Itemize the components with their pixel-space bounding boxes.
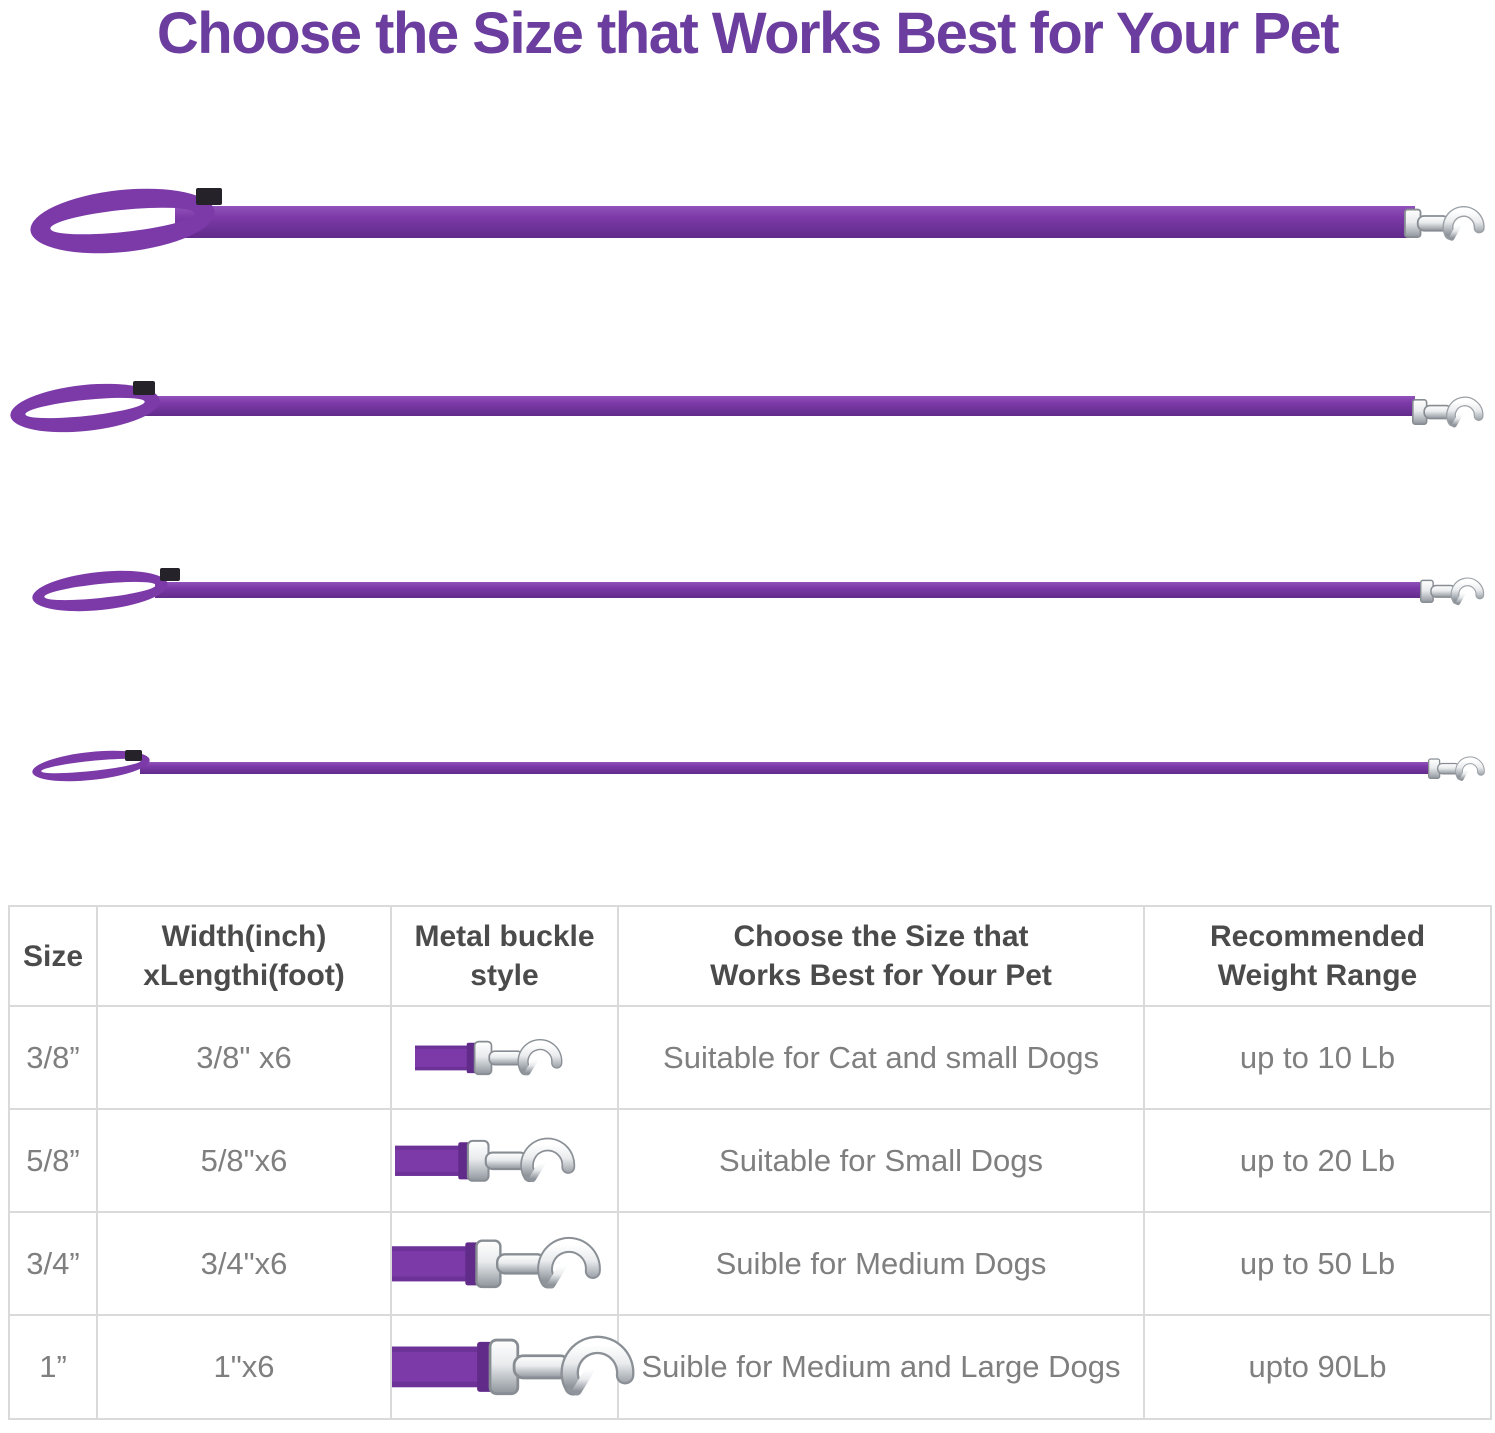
buckle-icon xyxy=(415,1027,595,1089)
col-header-buckle: Metal buckle style xyxy=(390,905,619,1007)
size-cell: 3/8” xyxy=(8,1005,98,1110)
buckle-cell xyxy=(390,1314,618,1420)
leash-handle-loop xyxy=(30,564,170,618)
brand-tag xyxy=(160,568,180,581)
col-header-weight: Recommended Weight Range xyxy=(1143,905,1492,1007)
snap-hook-icon xyxy=(1412,386,1490,438)
leash-strap xyxy=(140,762,1428,774)
snap-hook-icon xyxy=(1404,194,1492,253)
suitability-cell: Suible for Medium Dogs xyxy=(617,1211,1145,1316)
leash-strap xyxy=(175,206,1415,238)
table-row: 5/8” 5/8"x6 Suitable for Small Dogs up t… xyxy=(8,1108,1492,1213)
weight-cell: upto 90Lb xyxy=(1143,1314,1492,1420)
table-row: 1” 1"x6 Suible for Medium and Large Dogs… xyxy=(8,1314,1492,1420)
brand-tag xyxy=(125,750,142,761)
buckle-cell xyxy=(390,1211,619,1316)
col-header-suitability: Choose the Size that Works Best for Your… xyxy=(617,905,1145,1007)
brand-tag xyxy=(196,188,222,205)
buckle-cell xyxy=(390,1005,619,1110)
size-cell: 1” xyxy=(8,1314,98,1420)
buckle-icon xyxy=(395,1123,615,1199)
weight-cell: up to 10 Lb xyxy=(1143,1005,1492,1110)
weight-cell: up to 20 Lb xyxy=(1143,1108,1492,1213)
suitability-cell: Suitable for Small Dogs xyxy=(617,1108,1145,1213)
table-row: 3/8” 3/8" x6 Suitable for Cat and small … xyxy=(8,1005,1492,1110)
size-comparison-table: Size Width(inch) xLengthi(foot) Metal bu… xyxy=(8,905,1492,1420)
leash-strap xyxy=(155,582,1423,598)
snap-hook-icon xyxy=(1428,748,1490,789)
snap-hook-icon xyxy=(1420,568,1490,615)
buckle-cell xyxy=(390,1108,619,1213)
dimensions-cell: 3/4"x6 xyxy=(96,1211,392,1316)
table-header-row: Size Width(inch) xLengthi(foot) Metal bu… xyxy=(8,905,1492,1007)
col-header-dimensions: Width(inch) xLengthi(foot) xyxy=(96,905,392,1007)
size-cell: 3/4” xyxy=(8,1211,98,1316)
table-row: 3/4” 3/4"x6 Suible for Medium Dogs up to… xyxy=(8,1211,1492,1316)
page-title: Choose the Size that Works Best for Your… xyxy=(156,1,1340,66)
col-header-size: Size xyxy=(8,905,98,1007)
dimensions-cell: 5/8"x6 xyxy=(96,1108,392,1213)
leash-strap xyxy=(145,396,1415,416)
leash-handle-loop xyxy=(27,180,218,262)
dimensions-cell: 3/8" x6 xyxy=(96,1005,392,1110)
buckle-icon xyxy=(392,1220,647,1308)
suitability-cell: Suible for Medium and Large Dogs xyxy=(617,1314,1145,1420)
weight-cell: up to 50 Lb xyxy=(1143,1211,1492,1316)
suitability-cell: Suitable for Cat and small Dogs xyxy=(617,1005,1145,1110)
dimensions-cell: 1"x6 xyxy=(96,1314,392,1420)
brand-tag xyxy=(133,381,155,395)
size-cell: 5/8” xyxy=(8,1108,98,1213)
